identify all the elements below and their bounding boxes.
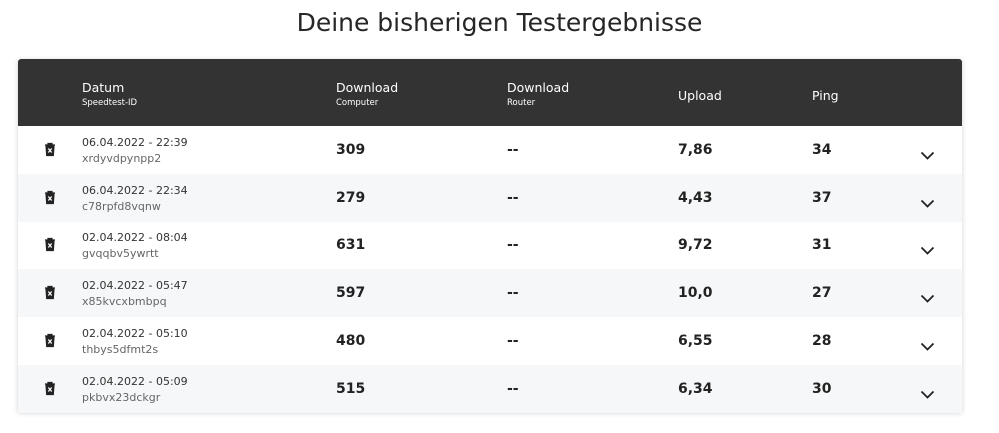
speedtest-id: xrdyvdpynpp2 xyxy=(82,152,162,165)
test-date: 02.04.2022 - 05:09 xyxy=(82,374,188,388)
cell-value: 279 xyxy=(336,189,366,206)
column-header: Upload xyxy=(678,88,722,103)
cell-value: -- xyxy=(507,285,519,302)
cell-value: 9,72 xyxy=(678,237,713,254)
expand-button[interactable] xyxy=(920,146,935,165)
cell-value: 6,34 xyxy=(678,380,713,397)
column-header: Datum Speedtest-ID xyxy=(82,80,137,108)
table-row: 02.04.2022 - 05:09 pkbvx23dckgr 515 -- 6,34 3… xyxy=(18,364,962,413)
delete-button[interactable] xyxy=(43,381,57,401)
test-date: 06.04.2022 - 22:34 xyxy=(82,183,188,197)
expand-button[interactable] xyxy=(920,337,935,356)
table-row: 06.04.2022 - 22:34 c78rpfd8vqnw 279 -- 4,43 3… xyxy=(18,173,962,222)
delete-button[interactable] xyxy=(43,333,57,353)
table-row: 02.04.2022 - 08:04 gvqqbv5ywrtt 631 -- 9,72 3… xyxy=(18,221,962,269)
delete-button[interactable] xyxy=(43,285,57,305)
test-date: 02.04.2022 - 08:04 xyxy=(82,231,188,245)
cell-value: -- xyxy=(507,237,519,254)
table-header: Datum Speedtest-ID Download Computer Downloa… xyxy=(18,59,962,126)
test-date: 06.04.2022 - 22:39 xyxy=(82,136,188,149)
table-row: 06.04.2022 - 22:39 xrdyvdpynpp2 309 -- 7,86 3… xyxy=(18,126,962,174)
cell-value: -- xyxy=(507,332,519,349)
test-date: 02.04.2022 - 05:10 xyxy=(82,326,188,340)
cell-value: 4,43 xyxy=(678,189,713,206)
speedtest-id: pkbvx23dckgr xyxy=(82,390,161,404)
cell-value: 27 xyxy=(812,285,832,302)
column-label: Ping xyxy=(812,88,839,103)
cell-value: 597 xyxy=(336,285,366,302)
cell-value: 34 xyxy=(812,142,832,158)
column-label: Download xyxy=(507,80,570,95)
speedtest-id: x85kvcxbmbpq xyxy=(82,295,167,309)
table-row: 02.04.2022 - 05:47 x85kvcxbmbpq 597 -- 10,0 2… xyxy=(18,269,962,318)
speedtest-id: gvqqbv5ywrtt xyxy=(82,247,159,261)
cell-value: 6,55 xyxy=(678,332,713,349)
test-date: 02.04.2022 - 05:47 xyxy=(82,279,188,293)
page-title: Deine bisherigen Testergebnisse xyxy=(296,8,703,37)
speedtest-id: thbys5dfmt2s xyxy=(82,342,159,356)
column-label: Download xyxy=(336,80,399,95)
column-label: Datum xyxy=(82,80,125,95)
expand-button[interactable] xyxy=(920,241,935,260)
cell-value: 515 xyxy=(336,380,366,397)
cell-value: 37 xyxy=(812,189,832,206)
cell-value: 31 xyxy=(812,237,832,254)
expand-button[interactable] xyxy=(920,194,935,213)
column-label: Upload xyxy=(678,88,722,103)
delete-button[interactable] xyxy=(43,237,57,257)
cell-value: 309 xyxy=(336,142,366,158)
column-sublabel: Computer xyxy=(336,98,379,108)
column-sublabel: Speedtest-ID xyxy=(82,98,138,108)
cell-value: 28 xyxy=(812,332,832,349)
delete-button[interactable] xyxy=(43,190,57,210)
cell-value: 30 xyxy=(812,380,832,397)
speedtest-id: c78rpfd8vqnw xyxy=(82,199,161,213)
cell-value: 10,0 xyxy=(678,285,713,302)
cell-value: -- xyxy=(507,380,519,397)
cell-value: 480 xyxy=(336,332,366,349)
column-header: Download Router xyxy=(507,80,569,108)
delete-button[interactable] xyxy=(43,142,57,162)
cell-value: 7,86 xyxy=(678,142,713,158)
results-table: Datum Speedtest-ID Download Computer Downloa… xyxy=(18,59,962,413)
column-header: Download Computer xyxy=(336,80,398,108)
column-header: Ping xyxy=(812,88,839,103)
cell-value: -- xyxy=(507,189,519,206)
table-row: 02.04.2022 - 05:10 thbys5dfmt2s 480 -- 6,55 2… xyxy=(18,317,962,365)
cell-value: 631 xyxy=(336,237,366,254)
expand-button[interactable] xyxy=(920,385,935,404)
expand-button[interactable] xyxy=(920,289,935,308)
cell-value: -- xyxy=(507,142,519,158)
column-sublabel: Router xyxy=(507,98,536,108)
